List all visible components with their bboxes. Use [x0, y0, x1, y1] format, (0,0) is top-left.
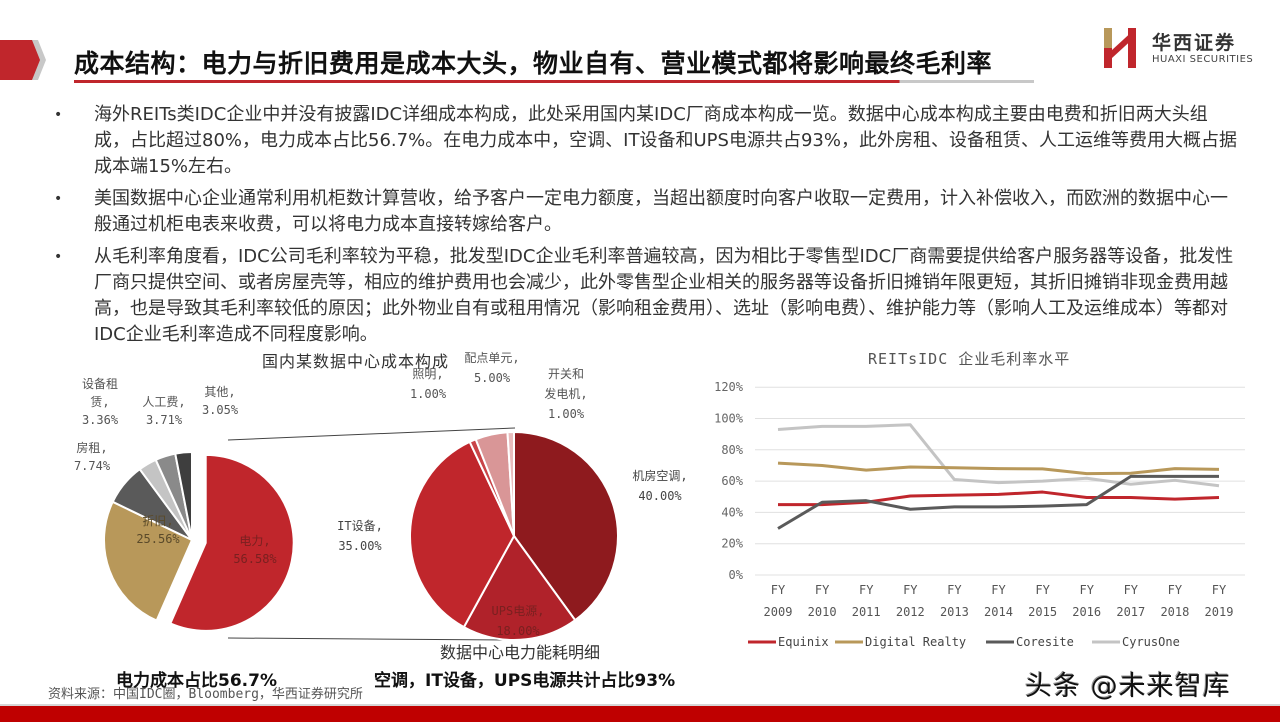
pie-slice: [169, 453, 295, 632]
margin-line-chart: 0% 20% 40% 60% 80% 100% 120% FY 2009 FY 2010 FY 2011…: [714, 380, 1245, 649]
x-tick-label: FY: [1035, 583, 1050, 597]
x-tick-label: 2009: [764, 605, 793, 619]
x-tick-label: FY: [815, 583, 830, 597]
pie-slice: [462, 534, 577, 641]
pie-label: 房租,: [76, 440, 107, 455]
x-tick-label: FY: [991, 583, 1006, 597]
pie-label: 56.58%: [233, 552, 277, 566]
header-chevron-icon: [0, 40, 46, 80]
x-tick-label: 2013: [940, 605, 969, 619]
x-tick-label: FY: [1124, 583, 1139, 597]
pie-label: 开关和: [548, 367, 584, 381]
pie-label: 其他,: [204, 385, 235, 399]
pie-label: 赁,: [90, 395, 109, 409]
power-cost-caption: 电力成本占比56.7%: [116, 671, 277, 691]
y-tick-label: 120%: [714, 380, 744, 394]
series-line: [778, 490, 1220, 507]
pie-label: 机房空调,: [632, 468, 687, 483]
pie-label: UPS电源,: [492, 604, 545, 618]
bullet-dot-icon: •: [54, 191, 63, 207]
title-underline: [74, 80, 1034, 83]
pie-slice: [174, 450, 193, 541]
bullet-item: • 美国数据中心企业通常利用机柜数计算营收，给予客户一定电力额度，当超出额度时向…: [48, 186, 1238, 238]
pie-label: 5.00%: [474, 371, 511, 385]
company-logo: 华西证券 HUAXI SECURITIES: [1100, 26, 1260, 70]
pie-label: 发电机,: [544, 386, 587, 401]
bullet-text: 海外REITs类IDC企业中并没有披露IDC详细成本构成，此处采用国内某IDC厂…: [94, 104, 1237, 177]
cost-pie-charts: 电力, 56.58% 折旧, 25.56% 房租, 7.74% 设备租赁, 3.36% 人工费,…: [74, 351, 688, 660]
page-title: 成本结构：电力与折旧费用是成本大头，物业自有、营业模式都将影响最终毛利率: [74, 49, 993, 78]
bullet-item: • 从毛利率角度看，IDC公司毛利率较为平稳，批发型IDC企业毛利率普遍较高，因…: [48, 244, 1238, 348]
x-tick-label: FY: [1168, 583, 1183, 597]
series-line: [777, 461, 1220, 476]
pie-label: 配点单元,: [464, 351, 519, 365]
pie-slice: [409, 440, 516, 629]
pie-slice: [506, 430, 515, 537]
pie-label: 40.00%: [638, 489, 682, 503]
pie-slice: [103, 500, 194, 622]
legend-label: Digital Realty: [865, 635, 966, 649]
legend-label: Equinix: [778, 635, 829, 649]
pie-label: 3.05%: [202, 403, 239, 417]
logo-text-en: HUAXI SECURITIES: [1152, 54, 1254, 65]
pie-label: 18.00%: [496, 624, 540, 638]
bullet-text: 美国数据中心企业通常利用机柜数计算营收，给予客户一定电力额度，当超出额度时向客户…: [94, 188, 1228, 235]
x-tick-label: FY: [859, 583, 874, 597]
pie-label: 7.74%: [74, 459, 111, 473]
x-tick-label: FY: [903, 583, 918, 597]
x-tick-label: FY: [947, 583, 962, 597]
pie-label: 3.71%: [146, 413, 183, 427]
pie-label: 1.00%: [548, 407, 585, 421]
x-tick-label: 2011: [852, 605, 881, 619]
legend-label: Coresite: [1016, 635, 1074, 649]
x-tick-label: 2016: [1072, 605, 1101, 619]
x-tick-label: 2010: [808, 605, 837, 619]
pie-label: 人工费,: [142, 395, 185, 409]
y-tick-label: 60%: [721, 474, 743, 488]
x-tick-label: 2018: [1160, 605, 1189, 619]
bullet-item: • 海外REITs类IDC企业中并没有披露IDC详细成本构成，此处采用国内某ID…: [48, 102, 1238, 180]
pie-label: 25.56%: [136, 532, 180, 546]
cost-pie-title: 国内某数据中心成本构成: [262, 352, 450, 371]
pie-label: 折旧,: [142, 513, 173, 528]
pie-label: 设备租: [82, 377, 118, 391]
source-note: 资料来源：中国IDC圈，Bloomberg，华西证券研究所: [48, 687, 363, 702]
bullet-text: 从毛利率角度看，IDC公司毛利率较为平稳，批发型IDC企业毛利率普遍较高，因为相…: [94, 246, 1234, 345]
bullet-list: • 海外REITs类IDC企业中并没有披露IDC详细成本构成，此处采用国内某ID…: [48, 102, 1238, 354]
x-tick-label: 2015: [1028, 605, 1057, 619]
bullet-dot-icon: •: [54, 107, 63, 123]
pie-slice: [513, 430, 619, 622]
pie-label: 照明,: [412, 367, 443, 381]
pie-label: 1.00%: [410, 387, 447, 401]
series-line: [777, 474, 1219, 530]
pie-label: 3.36%: [82, 413, 119, 427]
x-tick-label: FY: [1079, 583, 1094, 597]
y-tick-label: 100%: [714, 412, 744, 426]
x-tick-label: 2014: [984, 605, 1013, 619]
y-tick-label: 40%: [721, 505, 743, 519]
pie-label: IT设备,: [337, 519, 383, 533]
logo-text-cn: 华西证券: [1152, 32, 1237, 54]
pie-label: 电力,: [239, 534, 270, 548]
power-detail-caption: 空调，IT设备，UPS电源共计占比93%: [374, 671, 676, 691]
x-tick-label: 2019: [1205, 605, 1234, 619]
bullet-dot-icon: •: [54, 249, 63, 265]
series-line: [777, 423, 1220, 488]
y-tick-label: 80%: [721, 443, 743, 457]
margin-chart-title: REITsIDC 企业毛利率水平: [868, 350, 1071, 368]
footer-bar: [0, 704, 1280, 722]
y-tick-label: 0%: [729, 568, 744, 582]
x-tick-label: 2017: [1116, 605, 1145, 619]
x-tick-label: 2012: [896, 605, 925, 619]
pie-label: 35.00%: [338, 539, 382, 553]
power-pie-title: 数据中心电力能耗明细: [440, 643, 600, 660]
x-tick-label: FY: [771, 583, 786, 597]
watermark: 头条 @未来智库: [1025, 671, 1231, 702]
huaxi-logo-icon: [1104, 28, 1136, 68]
x-tick-label: FY: [1212, 583, 1227, 597]
legend-label: CyrusOne: [1122, 635, 1180, 649]
y-tick-label: 20%: [721, 537, 743, 551]
